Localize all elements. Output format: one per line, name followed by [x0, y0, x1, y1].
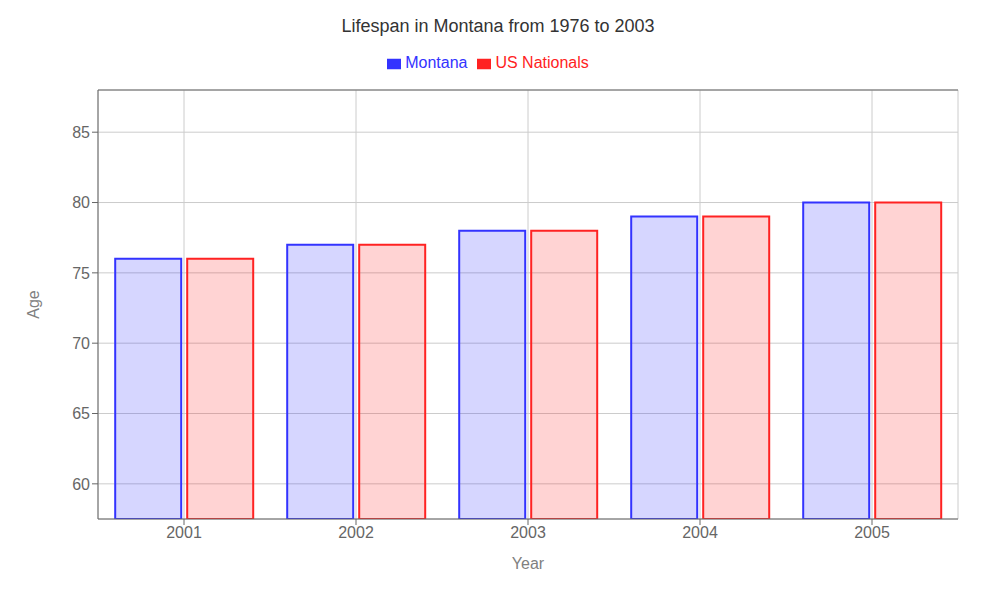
svg-text:2001: 2001	[166, 524, 202, 541]
html-text:US Nationals: US Nationals	[495, 54, 589, 71]
svg-text:75: 75	[72, 265, 90, 282]
html-text:Lifespan in Montana from 1976: Lifespan in Montana from 1976 to 2003	[341, 16, 655, 36]
svg-text:Age: Age	[25, 290, 42, 319]
svg-text:2003: 2003	[510, 524, 546, 541]
svg-text:2004: 2004	[682, 524, 718, 541]
svg-text:65: 65	[72, 405, 90, 422]
svg-text:Year: Year	[512, 555, 545, 572]
svg-text:2005: 2005	[854, 524, 890, 541]
svg-text:70: 70	[72, 335, 90, 352]
svg-text:60: 60	[72, 476, 90, 493]
svg-text:2002: 2002	[338, 524, 374, 541]
svg-text:85: 85	[72, 124, 90, 141]
svg-text:80: 80	[72, 194, 90, 211]
html-text:Montana: Montana	[405, 54, 468, 71]
